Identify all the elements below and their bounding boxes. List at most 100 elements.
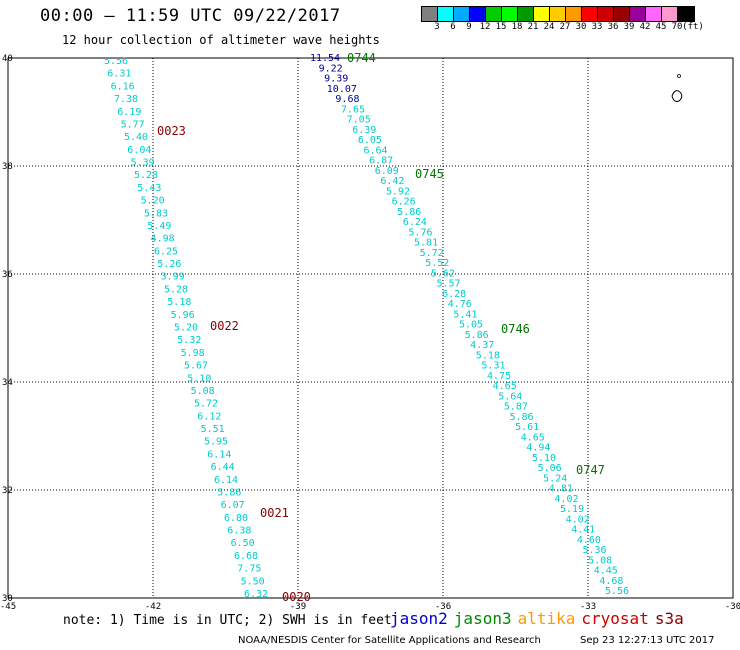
swh-value: 5.24 bbox=[543, 473, 567, 484]
swh-value: 4.37 bbox=[470, 340, 494, 351]
swh-value: 5.87 bbox=[504, 402, 528, 413]
swh-value: 6.25 bbox=[154, 246, 178, 257]
swh-value: 5.36 bbox=[582, 545, 606, 556]
color-swatch bbox=[454, 7, 470, 21]
latitude-tick-label: 32 bbox=[2, 486, 13, 496]
color-scale-label: 6 bbox=[450, 22, 456, 32]
swh-value: 6.31 bbox=[107, 69, 131, 80]
swh-value: 5.26 bbox=[157, 259, 181, 270]
swh-value: 5.49 bbox=[147, 221, 171, 232]
swh-value: 6.26 bbox=[392, 197, 416, 208]
swh-value: 5.57 bbox=[436, 279, 460, 290]
pass-time-label: 0020 bbox=[282, 590, 311, 604]
swh-value: 5.20 bbox=[141, 196, 165, 207]
mission-legend: jason2 jason3 altika cryosat s3a bbox=[390, 609, 690, 628]
mission-legend-item: altika bbox=[517, 609, 576, 628]
swh-value-high: 9.22 bbox=[319, 63, 343, 74]
color-scale-label: 24 bbox=[543, 22, 555, 32]
wave-height-color-scale bbox=[421, 6, 695, 22]
swh-value: 6.05 bbox=[358, 135, 382, 146]
swh-value: 6.28 bbox=[442, 289, 466, 300]
map-subtitle: 12 hour collection of altimeter wave hei… bbox=[62, 33, 380, 47]
swh-value: 5.28 bbox=[134, 170, 158, 181]
swh-value: 5.56 bbox=[605, 586, 629, 597]
swh-value: 5.10 bbox=[532, 453, 556, 464]
swh-value: 5.10 bbox=[187, 373, 211, 384]
swh-value: 5.86 bbox=[397, 207, 421, 218]
color-scale-label: 12 bbox=[479, 22, 491, 32]
color-swatch bbox=[438, 7, 454, 21]
pass-time-label: 0746 bbox=[501, 322, 530, 336]
swh-value: 6.07 bbox=[221, 500, 245, 511]
swh-value: 7.38 bbox=[114, 94, 138, 105]
longitude-tick-label: -36 bbox=[435, 602, 451, 612]
swh-value-high: 9.68 bbox=[335, 94, 359, 105]
swh-value: 5.43 bbox=[137, 183, 161, 194]
color-swatch bbox=[422, 7, 438, 21]
pass-time-label: 0744 bbox=[347, 51, 376, 65]
swh-value-high: 9.39 bbox=[324, 74, 348, 85]
swh-value: 4.41 bbox=[571, 525, 595, 536]
swh-value: 5.08 bbox=[191, 386, 215, 397]
mission-legend-item: cryosat bbox=[581, 609, 649, 628]
swh-value: 5.62 bbox=[431, 268, 455, 279]
swh-value: 5.96 bbox=[171, 310, 195, 321]
color-swatch bbox=[678, 7, 694, 21]
swh-value: 5.56 bbox=[104, 56, 128, 67]
longitude-tick-label: -42 bbox=[145, 602, 161, 612]
swh-value: 4.02 bbox=[566, 514, 590, 525]
pass-time-label: 0022 bbox=[210, 319, 239, 333]
swh-value: 5.92 bbox=[386, 186, 410, 197]
pass-time-label: 0747 bbox=[576, 463, 605, 477]
color-scale-label: 42 bbox=[639, 22, 651, 32]
pass-time-label: 0745 bbox=[415, 167, 444, 181]
swh-value: 6.80 bbox=[224, 513, 248, 524]
swh-value: 5.32 bbox=[177, 335, 201, 346]
mission-legend-item: jason3 bbox=[453, 609, 512, 628]
swh-value: 4.45 bbox=[594, 566, 618, 577]
swh-value: 6.87 bbox=[369, 156, 393, 167]
swh-value: 5.18 bbox=[167, 297, 191, 308]
swh-value: 5.31 bbox=[481, 361, 505, 372]
swh-value: 5.83 bbox=[144, 208, 168, 219]
color-swatch bbox=[470, 7, 486, 21]
color-swatch bbox=[646, 7, 662, 21]
swh-value: 5.39 bbox=[131, 158, 155, 169]
swh-value: 6.32 bbox=[244, 589, 268, 600]
swh-value: 5.28 bbox=[164, 284, 188, 295]
swh-value: 6.14 bbox=[214, 475, 238, 486]
longitude-tick-label: -30 bbox=[725, 602, 740, 612]
swh-value: 5.81 bbox=[414, 238, 438, 249]
color-swatch bbox=[502, 7, 518, 21]
swh-value: 7.75 bbox=[237, 564, 261, 575]
swh-value: 6.14 bbox=[207, 449, 231, 460]
swh-value: 5.20 bbox=[174, 323, 198, 334]
color-scale-label: 3 bbox=[434, 22, 440, 32]
swh-value: 5.76 bbox=[408, 227, 432, 238]
swh-value: 6.12 bbox=[197, 411, 221, 422]
color-scale-label: 15 bbox=[495, 22, 507, 32]
color-scale-label: 9 bbox=[466, 22, 472, 32]
island-outline bbox=[671, 90, 683, 102]
swh-value: 4.65 bbox=[521, 432, 545, 443]
swh-value: 4.02 bbox=[554, 494, 578, 505]
swh-value: 6.50 bbox=[231, 538, 255, 549]
latitude-tick-label: 34 bbox=[2, 378, 13, 388]
swh-value: 5.95 bbox=[204, 437, 228, 448]
color-swatch bbox=[662, 7, 678, 21]
mission-legend-item: s3a bbox=[654, 609, 684, 628]
latitude-tick-label: 30 bbox=[2, 594, 13, 604]
swh-value: 5.64 bbox=[498, 391, 522, 402]
swh-value: 6.04 bbox=[127, 145, 151, 156]
swh-value: 5.06 bbox=[538, 463, 562, 474]
mission-legend-item: jason2 bbox=[390, 609, 448, 628]
color-swatch bbox=[582, 7, 598, 21]
swh-value: 6.09 bbox=[375, 166, 399, 177]
footer-note: note: 1) Time is in UTC; 2) SWH is in fe… bbox=[63, 613, 392, 628]
swh-value: 6.16 bbox=[111, 81, 135, 92]
longitude-tick-label: -33 bbox=[580, 602, 596, 612]
color-scale-label: 36 bbox=[607, 22, 619, 32]
swh-value: 5.72 bbox=[420, 248, 444, 259]
map-title: 00:00 – 11:59 UTC 09/22/2017 bbox=[40, 6, 341, 26]
latitude-tick-label: 36 bbox=[2, 270, 13, 280]
